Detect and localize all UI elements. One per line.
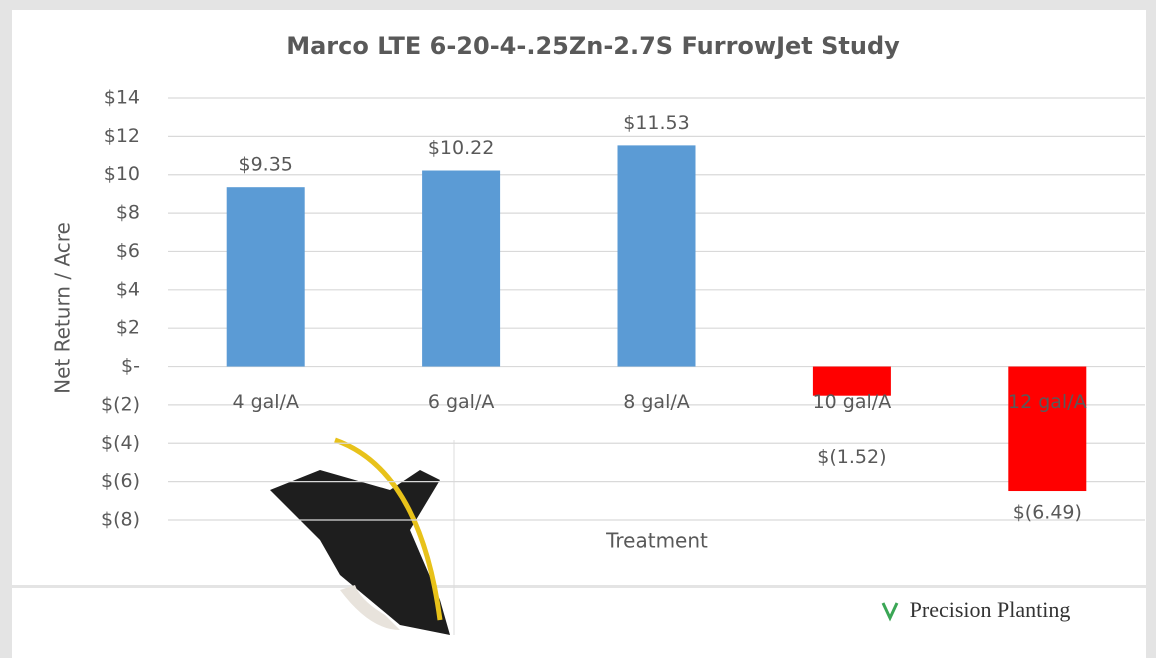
y-tick-label: $2 [116,317,140,339]
value-label: $9.35 [238,154,292,176]
bar [227,187,305,366]
value-label: $11.53 [623,112,689,134]
x-tick-label: 6 gal/A [428,391,495,413]
y-tick-label: $(8) [101,509,140,531]
y-tick-label: $4 [116,278,140,300]
value-label: $10.22 [428,137,494,159]
x-tick-label: 8 gal/A [623,391,690,413]
y-tick-label: $14 [104,87,140,109]
x-tick-label: 12 gal/A [1008,391,1087,413]
y-tick-label: $8 [116,202,140,224]
y-tick-label: $(2) [101,393,140,415]
value-label: $(1.52) [817,446,886,468]
y-tick-label: $12 [104,125,140,147]
bar [618,145,696,366]
value-label: $(6.49) [1013,502,1082,524]
y-tick-label: $(6) [101,470,140,492]
bar [1008,367,1086,491]
bar [422,171,500,367]
logo: Precision Planting [910,597,1071,622]
x-tick-label: 4 gal/A [232,391,299,413]
chart-area [12,10,1146,585]
y-tick-label: $- [121,355,140,377]
chart-title: Marco LTE 6-20-4-.25Zn-2.7S FurrowJet St… [286,32,900,60]
y-tick-label: $(4) [101,432,140,454]
slide: Marco LTE 6-20-4-.25Zn-2.7S FurrowJet St… [0,0,1156,658]
y-tick-label: $6 [116,240,140,262]
x-tick-label: 10 gal/A [813,391,892,413]
y-tick-label: $10 [104,163,140,185]
x-axis-title: Treatment [605,529,708,553]
y-axis-title: Net Return / Acre [51,222,75,394]
